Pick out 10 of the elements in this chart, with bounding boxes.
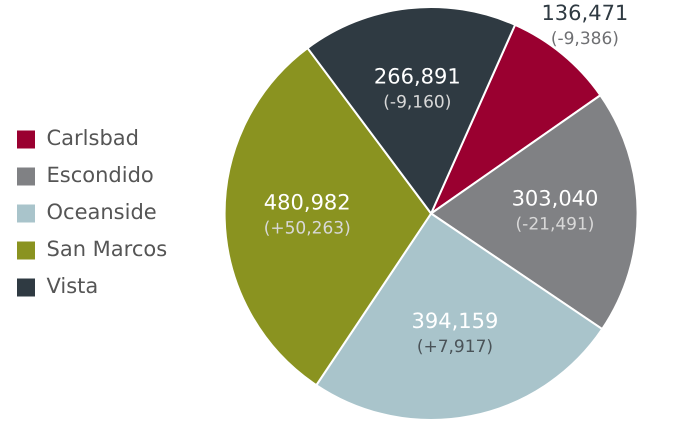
legend-label: Oceanside xyxy=(46,200,157,224)
data-label: 303,040 (-21,491) xyxy=(512,186,598,234)
data-label: 480,982 (+50,263) xyxy=(264,190,351,239)
data-label: 394,159 (+7,917) xyxy=(412,309,498,358)
legend-label: Vista xyxy=(46,274,98,298)
legend-label: San Marcos xyxy=(46,236,168,261)
legend-label: Escondido xyxy=(46,162,154,187)
data-label: 136,471 (-9,386) xyxy=(541,1,628,50)
data-label: 266,891 (-9,160) xyxy=(374,64,461,112)
legend-label: Carlsbad xyxy=(46,126,139,150)
